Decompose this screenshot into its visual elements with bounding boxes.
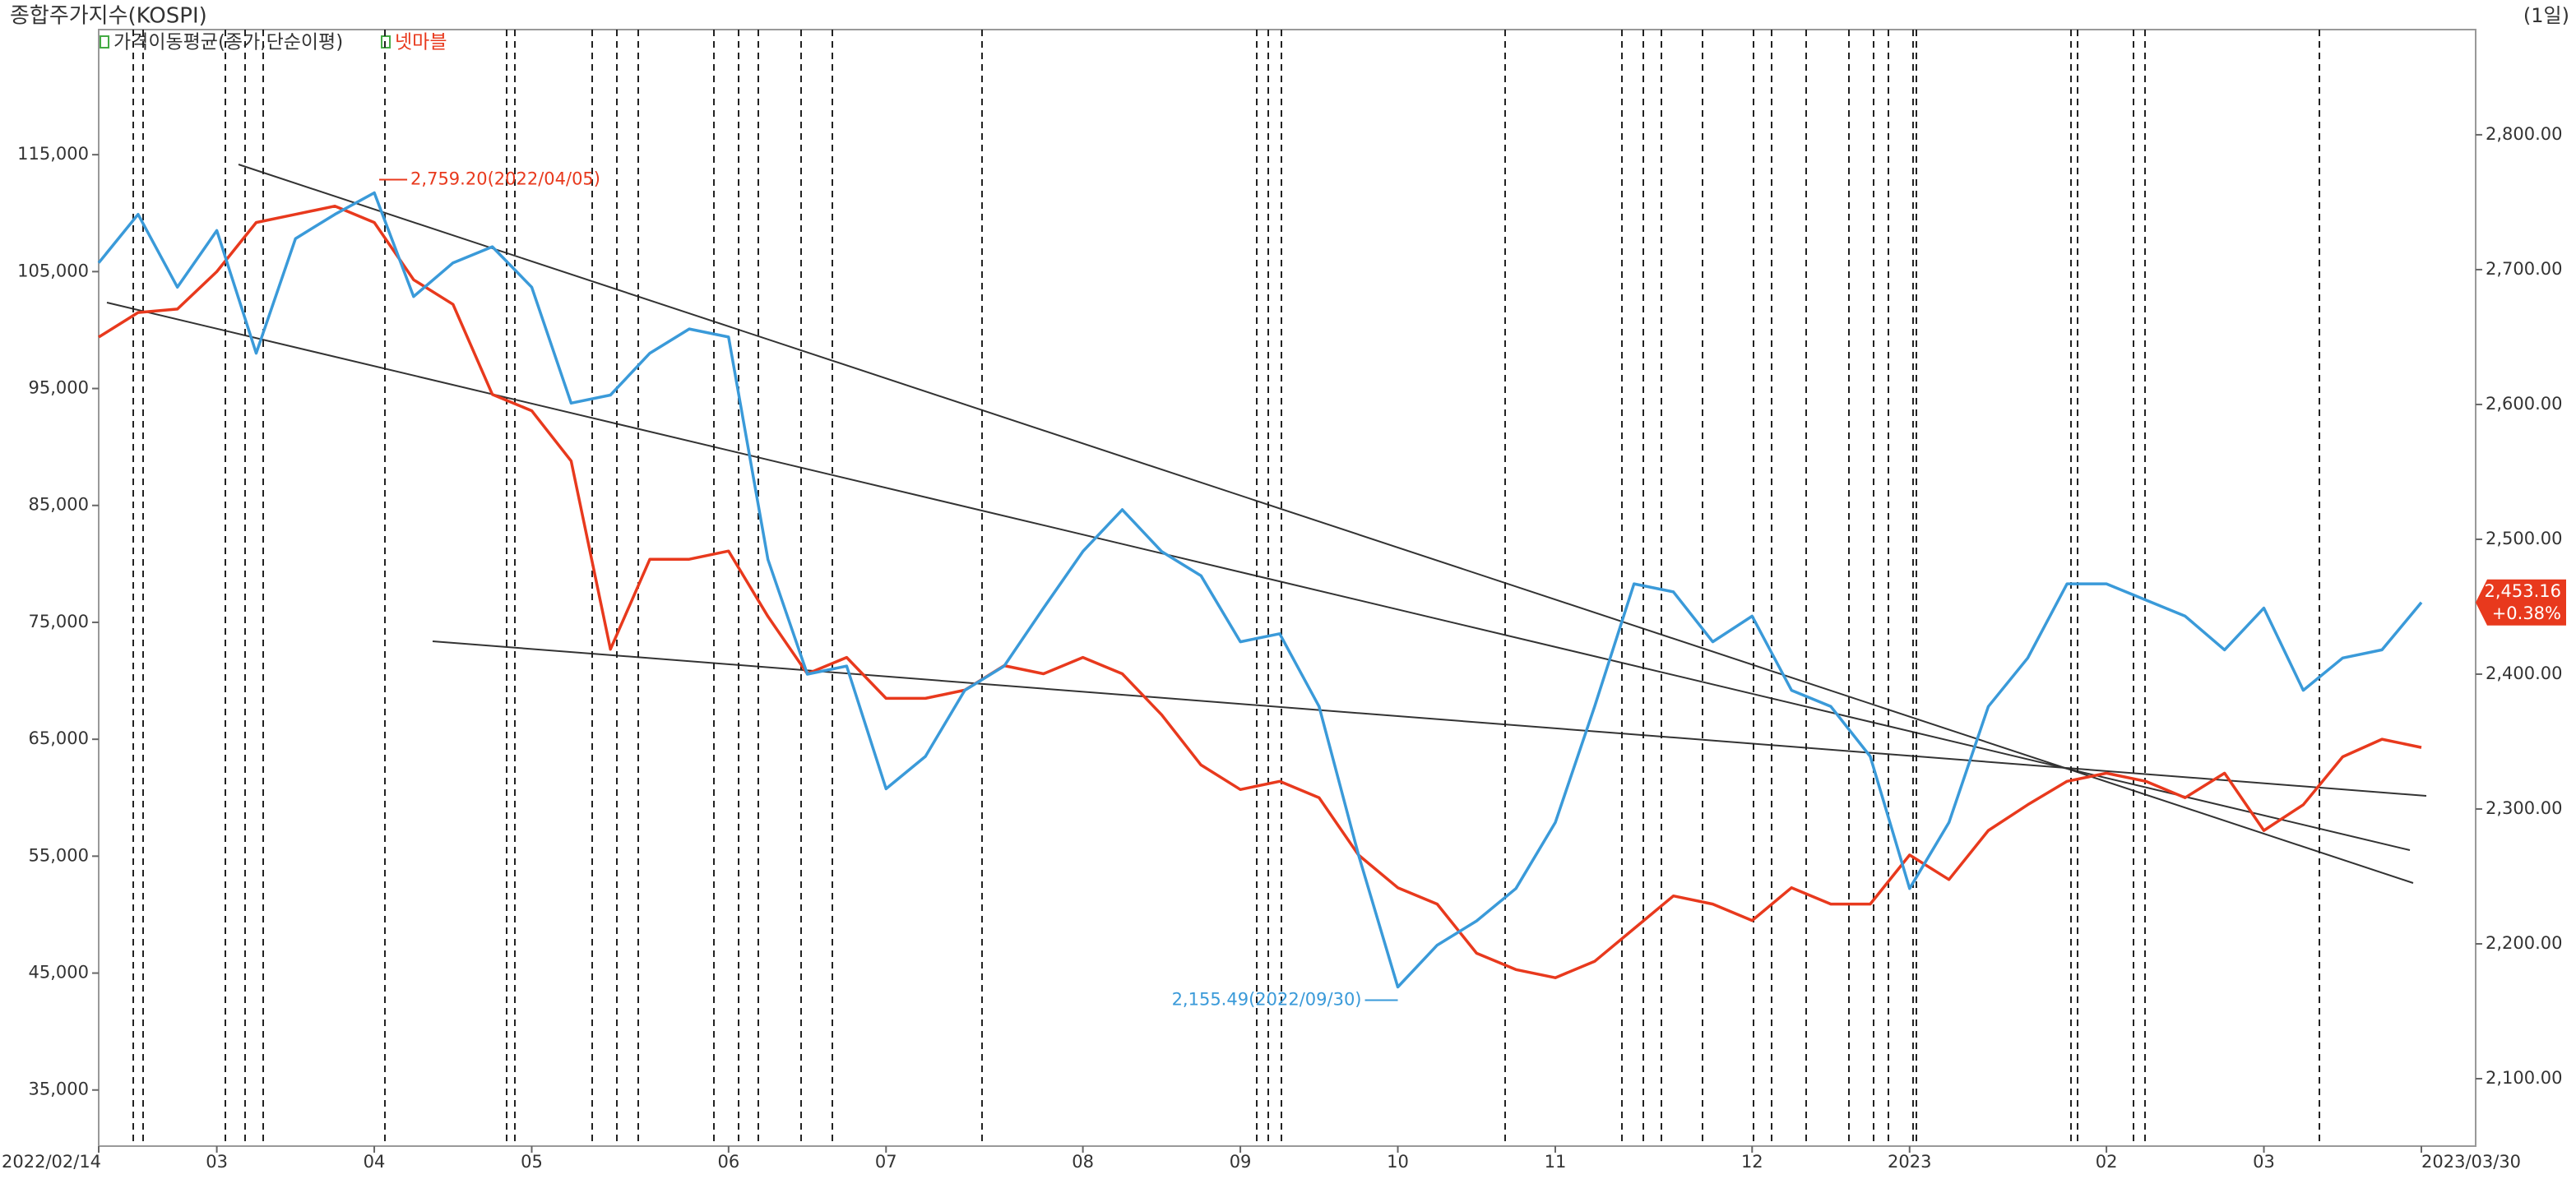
x-tick-label: 05 — [521, 1152, 543, 1172]
y2-tick-label: 2,600.00 — [2486, 394, 2563, 414]
x-tick-label: 08 — [1072, 1152, 1094, 1172]
period-label: (1일) — [2523, 4, 2569, 27]
y-tick-label: 95,000 — [29, 378, 89, 398]
x-tick-label: 2022/02/14 — [2, 1152, 101, 1172]
y2-tick-label: 2,400.00 — [2486, 663, 2563, 683]
low-label: 2,155.49(2022/09/30) — [1172, 989, 1362, 1009]
y-tick-label: 55,000 — [29, 845, 89, 865]
x-tick-label: 02 — [2096, 1152, 2118, 1172]
y-tick-label: 85,000 — [29, 495, 89, 515]
x-tick-label: 09 — [1230, 1152, 1252, 1172]
x-tick-label: 2023 — [1888, 1152, 1931, 1172]
change-label: +0.38% — [2492, 603, 2561, 623]
x-tick-label: 2023/03/30 — [2421, 1152, 2521, 1172]
y-tick-label: 75,000 — [29, 612, 89, 631]
trend-line — [238, 164, 2414, 884]
x-tick-label: 11 — [1545, 1152, 1567, 1172]
indicator-checkbox[interactable] — [100, 35, 109, 49]
x-tick-label: 12 — [1741, 1152, 1763, 1172]
y2-tick-label: 2,500.00 — [2486, 529, 2563, 548]
y-tick-label: 115,000 — [17, 144, 89, 164]
y-tick-label: 65,000 — [29, 728, 89, 748]
chart-title: 종합주가지수(KOSPI) — [10, 4, 207, 29]
series-line — [97, 191, 2423, 989]
trend-line — [432, 640, 2427, 797]
indicator-label: 가격이동평균(종가,단순이평) — [114, 32, 343, 53]
y2-tick-label: 2,200.00 — [2486, 933, 2563, 953]
y2-tick-label: 2,800.00 — [2486, 124, 2563, 144]
x-tick-label: 06 — [717, 1152, 739, 1172]
value-box — [2476, 579, 2566, 626]
x-tick-label: 07 — [875, 1152, 897, 1172]
y2-tick-label: 2,300.00 — [2486, 798, 2563, 818]
y2-tick-label: 2,100.00 — [2486, 1068, 2563, 1088]
series-line — [98, 204, 2422, 979]
y2-tick-label: 2,700.00 — [2486, 259, 2563, 279]
plot-area — [98, 29, 2476, 1147]
x-tick-label: 04 — [364, 1152, 386, 1172]
high-label: 2,759.20(2022/04/05) — [410, 169, 600, 188]
y-tick-label: 45,000 — [29, 963, 89, 982]
legend-label: 넷마블 — [395, 32, 447, 53]
x-tick-label: 03 — [206, 1152, 228, 1172]
y-tick-label: 105,000 — [17, 261, 89, 280]
last-value-label: 2,453.16 — [2484, 581, 2561, 601]
event-lines — [132, 30, 2320, 1146]
y-tick-label: 35,000 — [29, 1080, 89, 1099]
x-tick-label: 10 — [1387, 1152, 1409, 1172]
x-tick-label: 03 — [2253, 1152, 2275, 1172]
